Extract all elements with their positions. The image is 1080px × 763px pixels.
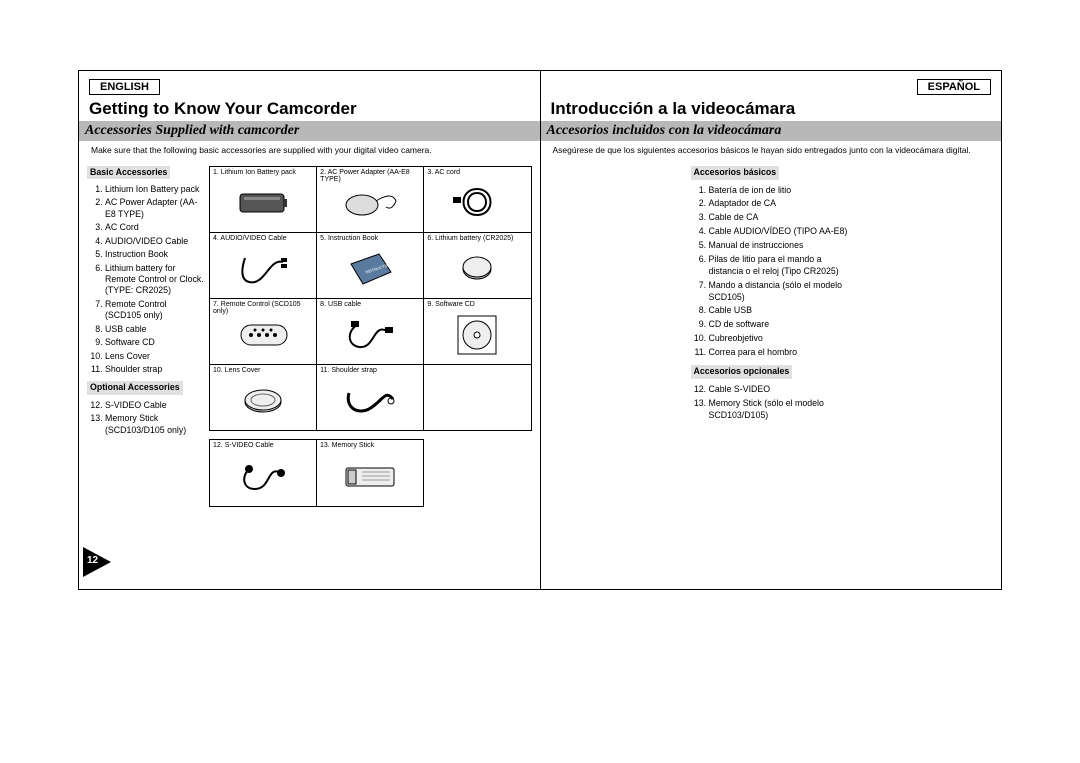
intro-en: Make sure that the following basic acces… — [91, 145, 528, 156]
body-row-en: Basic Accessories Lithium Ion Battery pa… — [79, 160, 540, 507]
subtitle-es: Accesorios incluidos con la videocámara — [541, 121, 1002, 141]
intro-es: Asegúrese de que los siguientes accesori… — [553, 145, 990, 156]
cell-empty — [423, 365, 530, 430]
book-icon: INSTRUCTION BOOK — [345, 250, 395, 286]
grid-row: 10. Lens Cover 11. Shoulder strap — [210, 364, 531, 430]
basic-list-en: Lithium Ion Battery pack AC Power Adapte… — [87, 184, 205, 375]
manual-page: ENGLISH Getting to Know Your Camcorder A… — [78, 70, 1002, 590]
accessory-grid: 1. Lithium Ion Battery pack 2. AC Power … — [209, 166, 532, 431]
lang-label-es: ESPAÑOL — [917, 79, 991, 95]
coin-battery-icon — [457, 253, 497, 283]
grid-wrap: 1. Lithium Ion Battery pack 2. AC Power … — [209, 160, 540, 507]
cell-shoulder-strap: 11. Shoulder strap — [316, 365, 423, 430]
cell-svideo: 12. S-VIDEO Cable — [210, 440, 316, 506]
opt-list-en: S-VIDEO Cable Memory Stick (SCD103/D105 … — [87, 400, 205, 436]
strap-icon — [343, 383, 397, 417]
ac-adapter-icon — [342, 185, 398, 219]
svideo-icon — [239, 459, 287, 493]
page-number: 12 — [83, 547, 111, 577]
cell-battery: 1. Lithium Ion Battery pack — [210, 167, 316, 232]
cell-memory-stick: 13. Memory Stick — [316, 440, 423, 506]
subtitle-en: Accessories Supplied with camcorder — [79, 121, 540, 141]
cell-usb-cable: 8. USB cable — [316, 299, 423, 364]
cd-icon — [454, 312, 500, 356]
usb-cable-icon — [345, 317, 395, 351]
grid-row: 4. AUDIO/VIDEO Cable 5. Instruction Book… — [210, 232, 531, 298]
list-col-en: Basic Accessories Lithium Ion Battery pa… — [79, 160, 209, 507]
cell-software-cd: 9. Software CD — [423, 299, 530, 364]
grid-row: 12. S-VIDEO Cable 13. Memory Stick — [210, 440, 423, 506]
cell-av-cable: 4. AUDIO/VIDEO Cable — [210, 233, 316, 298]
column-spanish: ESPAÑOL Introducción a la videocámara Ac… — [541, 71, 1002, 589]
cell-lens-cover: 10. Lens Cover — [210, 365, 316, 430]
basic-list-es: Batería de ion de litio Adaptador de CA … — [691, 185, 852, 359]
list-col-es: Accesorios básicos Batería de ion de lit… — [681, 160, 856, 426]
cell-remote: 7. Remote Control (SCD105 only) — [210, 299, 316, 364]
cell-instruction-book: 5. Instruction Book INSTRUCTION BOOK — [316, 233, 423, 298]
cell-lithium-battery: 6. Lithium battery (CR2025) — [423, 233, 530, 298]
av-cable-icon — [237, 250, 289, 286]
cell-ac-adapter: 2. AC Power Adapter (AA-E8 TYPE) — [316, 167, 423, 232]
basic-head-en: Basic Accessories — [87, 166, 170, 179]
opt-head-es: Accesorios opcionales — [691, 365, 793, 379]
opt-head-en: Optional Accessories — [87, 381, 183, 394]
column-english: ENGLISH Getting to Know Your Camcorder A… — [79, 71, 541, 589]
remote-icon — [235, 319, 291, 349]
grid-row: 7. Remote Control (SCD105 only) 8. USB c… — [210, 298, 531, 364]
lens-cover-icon — [239, 385, 287, 415]
opt-list-es: Cable S-VIDEO Memory Stick (sólo el mode… — [691, 384, 852, 422]
lang-label-en: ENGLISH — [89, 79, 160, 95]
memory-stick-icon — [342, 462, 398, 490]
grid-row: 1. Lithium Ion Battery pack 2. AC Power … — [210, 167, 531, 232]
optional-grid: 12. S-VIDEO Cable 13. Memory Stick — [209, 439, 424, 507]
title-en: Getting to Know Your Camcorder — [89, 99, 530, 119]
title-es: Introducción a la videocámara — [551, 99, 992, 119]
cell-ac-cord: 3. AC cord — [423, 167, 530, 232]
battery-icon — [238, 188, 288, 216]
ac-cord-icon — [449, 183, 505, 221]
basic-head-es: Accesorios básicos — [691, 166, 780, 180]
body-row-es: Accesorios básicos Batería de ion de lit… — [541, 160, 1002, 426]
